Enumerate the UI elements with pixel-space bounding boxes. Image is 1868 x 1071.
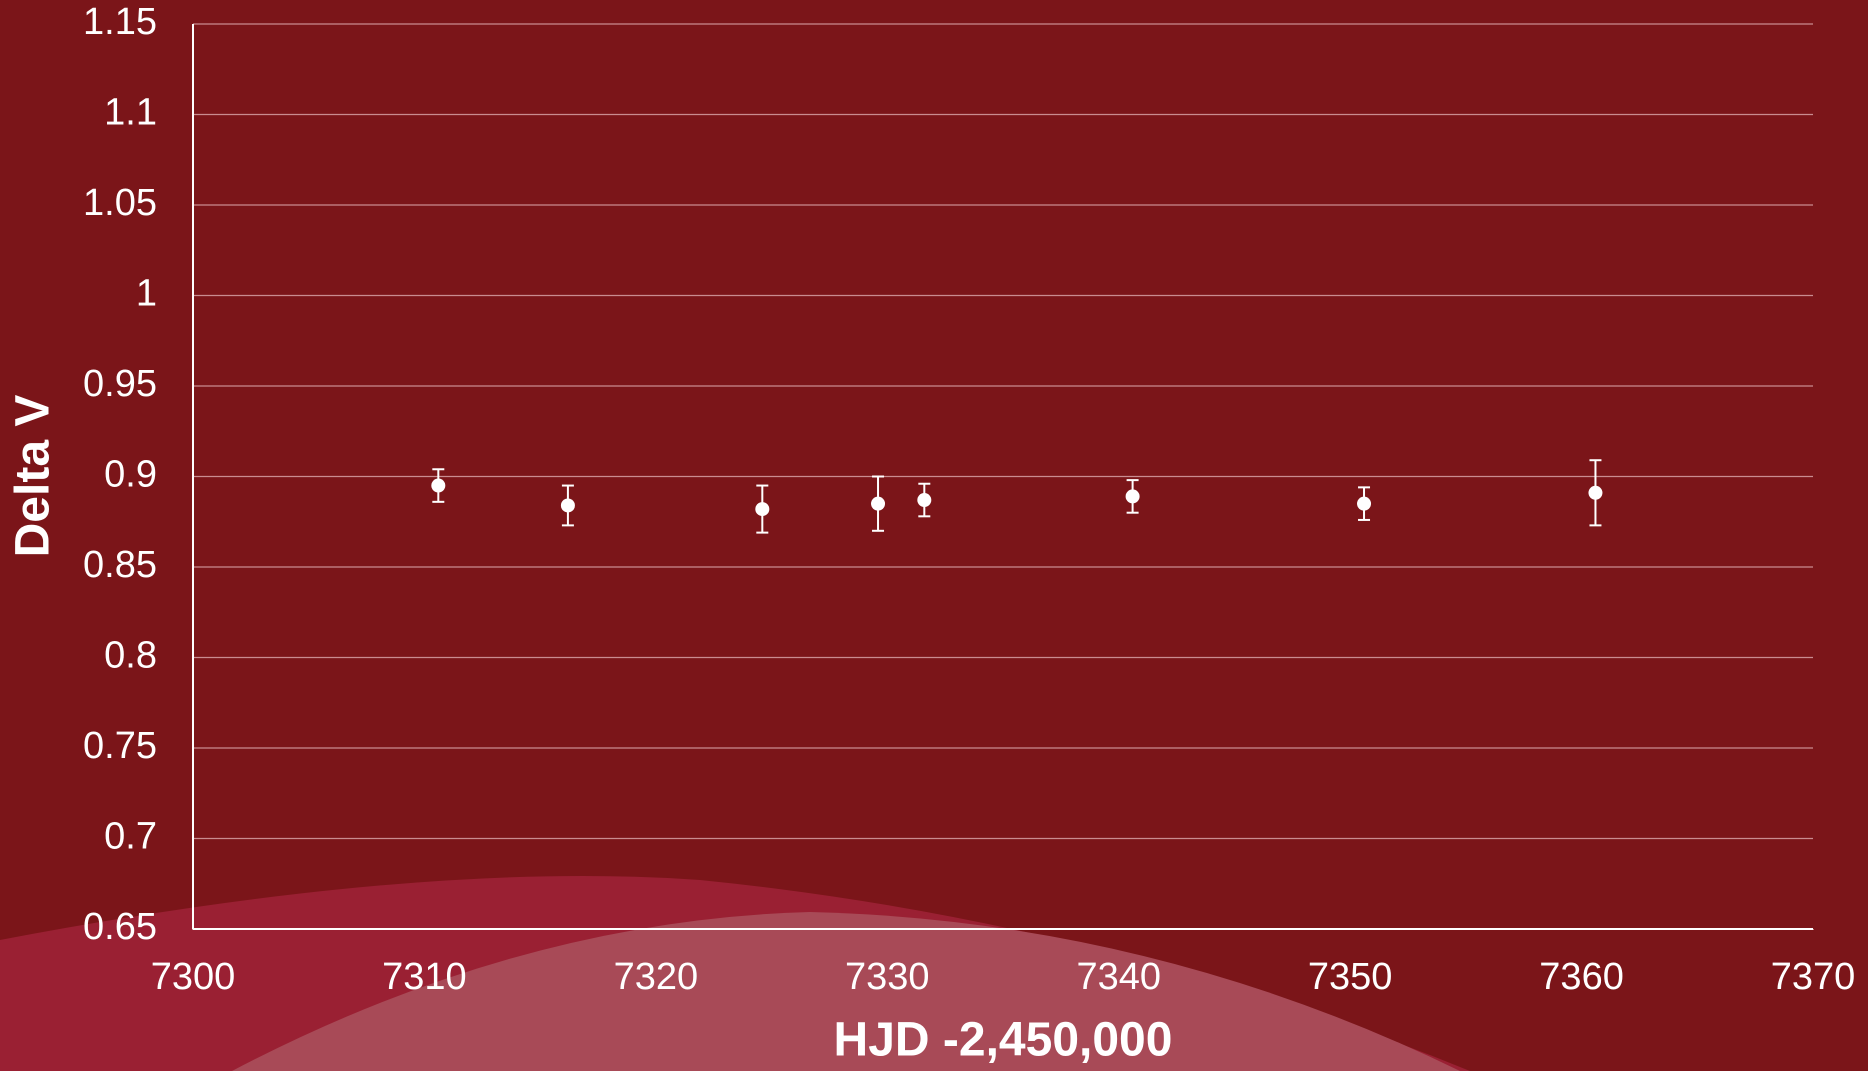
data-point — [431, 478, 446, 493]
x-tick-label: 7370 — [1771, 956, 1856, 998]
data-point — [1357, 496, 1372, 511]
y-tick-label: 0.65 — [83, 906, 157, 948]
data-point — [917, 493, 932, 508]
y-tick-label: 0.8 — [104, 635, 157, 677]
y-tick-label: 1.05 — [83, 182, 157, 224]
data-point — [1588, 485, 1603, 500]
y-tick-label: 0.75 — [83, 725, 157, 767]
y-tick-label: 1.1 — [104, 92, 157, 134]
y-tick-label: 0.7 — [104, 816, 157, 858]
x-tick-label: 7310 — [382, 956, 467, 998]
y-axis-title: Delta V — [7, 395, 60, 558]
x-tick-label: 7330 — [845, 956, 930, 998]
x-tick-label: 7340 — [1076, 956, 1161, 998]
x-tick-label: 7300 — [151, 956, 236, 998]
y-tick-label: 1.15 — [83, 1, 157, 43]
decor-curve — [232, 912, 1460, 1071]
y-tick-label: 0.85 — [83, 544, 157, 586]
x-axis-title: HJD -2,450,000 — [834, 1014, 1173, 1067]
plot-area: 0.65 0.7 0.75 0.8 0.85 0.9 0.95 1 1.05 1.1 1.15 730… — [83, 1, 1855, 998]
data-point — [1125, 489, 1140, 504]
y-tick-label: 0.95 — [83, 363, 157, 405]
y-tick-label: 0.9 — [104, 454, 157, 496]
x-tick-label: 7350 — [1308, 956, 1393, 998]
y-tick-label: 1 — [136, 273, 157, 315]
x-tick-label: 7320 — [614, 956, 699, 998]
data-point — [560, 498, 575, 513]
data-point — [755, 502, 770, 517]
x-tick-label: 7360 — [1539, 956, 1624, 998]
data-point — [871, 496, 886, 511]
